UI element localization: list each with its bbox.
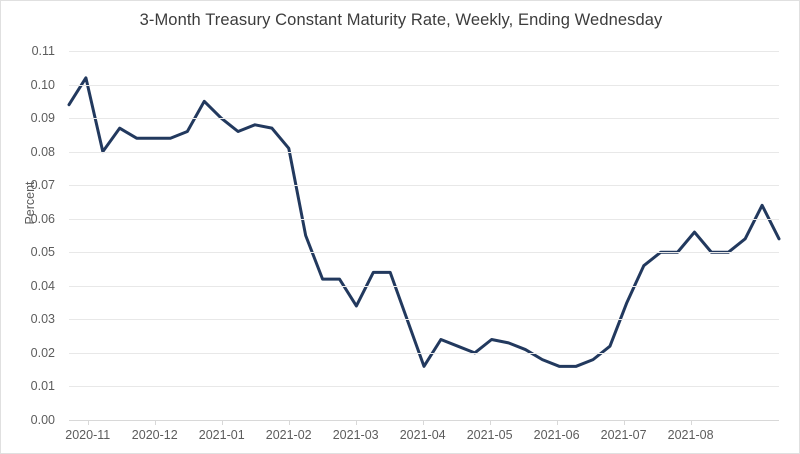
x-axis-tick-mark [623, 420, 625, 425]
x-axis-tick-label: 2020-12 [131, 428, 178, 442]
chart-title: 3-Month Treasury Constant Maturity Rate,… [139, 11, 663, 29]
x-axis-tick-mark [288, 420, 290, 425]
x-axis-tick-label: 2021-01 [198, 428, 245, 442]
x-axis-tick-mark [87, 420, 89, 425]
series-line-3-month-treasury [67, 76, 781, 368]
gridline-horizontal [69, 218, 779, 220]
gridline-horizontal [69, 319, 779, 321]
gridline-horizontal [69, 151, 779, 153]
x-axis-tick-label: 2021-05 [466, 428, 513, 442]
y-axis-tick-label: 0.07 [30, 178, 55, 193]
x-axis-tick-label: 2021-08 [667, 428, 714, 442]
x-axis-tick-mark [489, 420, 491, 425]
y-axis-tick-label: 0.02 [30, 345, 55, 360]
y-axis-tick-label: 0.08 [30, 144, 55, 159]
y-axis-tick-label: 0.03 [30, 312, 55, 327]
x-axis-tick-label: 2021-04 [399, 428, 446, 442]
x-axis-line [69, 420, 779, 421]
y-axis-tick-labels: 0.11 0.10 0.09 0.08 0.07 0.06 0.05 0.04 0.03 0.02… [1, 44, 63, 427]
gridline-horizontal [69, 84, 779, 86]
gridline-horizontal [69, 118, 779, 120]
gridline-horizontal [69, 386, 779, 388]
y-axis-tick-label: 0.01 [30, 379, 55, 394]
y-axis-tick-label: 0.04 [30, 278, 55, 293]
x-axis-tick-label: 2020-11 [65, 428, 111, 442]
x-axis-tick-mark [355, 420, 357, 425]
gridline-horizontal [69, 51, 779, 52]
gridline-horizontal [69, 352, 779, 354]
y-axis-tick-label: 0.09 [30, 111, 55, 126]
x-axis-tick-label: 2021-02 [265, 428, 312, 442]
y-axis-tick-label: 0.11 [31, 44, 55, 58]
x-axis-tick-mark [690, 420, 692, 425]
x-axis-tick-label: 2021-07 [600, 428, 647, 442]
y-axis-tick-label: 0.10 [30, 77, 55, 92]
y-axis-tick-label: 0.05 [30, 245, 55, 260]
data-line [67, 76, 781, 368]
gridline-horizontal [69, 185, 779, 187]
y-axis-tick-label: 0.00 [30, 413, 55, 427]
x-axis-tick-mark [221, 420, 223, 425]
x-axis-tick-mark [422, 420, 424, 425]
gridline-horizontal [69, 252, 779, 254]
x-axis-tick-mark [556, 420, 558, 425]
x-axis-tick-label: 2021-06 [533, 428, 580, 442]
gridline-horizontal [69, 285, 779, 287]
x-axis-tick-mark [154, 420, 156, 425]
plot-area [67, 51, 781, 421]
x-axis-tick-label: 2021-03 [332, 428, 379, 442]
y-axis-tick-label: 0.06 [30, 211, 55, 226]
